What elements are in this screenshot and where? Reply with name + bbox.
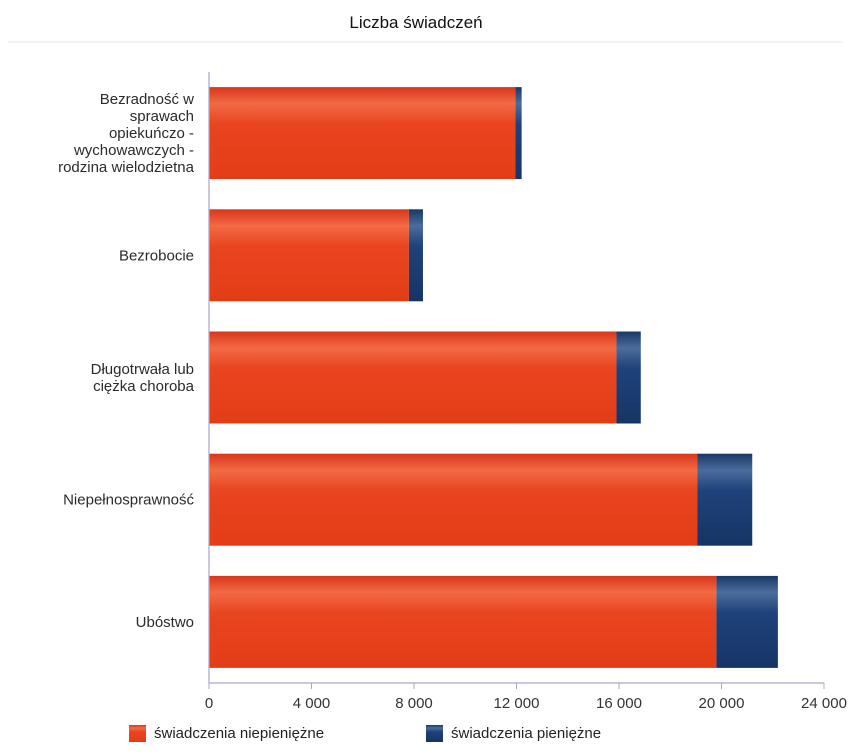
category-label-line: Niepełnosprawność (63, 492, 194, 509)
x-tick-label: 16 000 (596, 695, 642, 712)
x-tick-label: 0 (205, 695, 213, 712)
category-label-0: Bezradność w sprawach opiekuńczo -wychowaw… (58, 91, 195, 176)
category-label-line: rodzina wielodzietna (58, 159, 195, 176)
category-label-3: Niepełnosprawność (63, 492, 194, 509)
category-label-line: sprawach (130, 108, 194, 125)
bars-layer (209, 87, 778, 668)
legend: świadczenia niepieniężne świadczenia pien… (129, 725, 601, 742)
x-tick-label: 12 000 (494, 695, 540, 712)
legend-label-niepieniezne: świadczenia niepieniężne (154, 725, 324, 742)
category-label-2: Długotrwała lub ciężka choroba (91, 361, 195, 395)
category-label-1: Bezrobocie (119, 247, 194, 264)
category-label-line: opiekuńczo - (109, 125, 194, 142)
bar-niepieniezne-3 (209, 453, 698, 546)
category-labels: Bezradność w sprawach opiekuńczo -wychowaw… (58, 91, 195, 631)
x-tick-label: 4 000 (293, 695, 331, 712)
x-tick-label: 8 000 (395, 695, 433, 712)
legend-swatch-niepieniezne (129, 725, 146, 742)
category-label-line: wychowawczych - (73, 142, 194, 159)
category-label-line: Ubóstwo (136, 614, 194, 631)
bar-pieniezne-0 (515, 87, 522, 180)
bar-niepieniezne-2 (209, 331, 617, 424)
bar-pieniezne-2 (616, 331, 641, 424)
bar-pieniezne-3 (697, 453, 753, 546)
chart-title: Liczba świadczeń (349, 13, 482, 32)
legend-label-pieniezne: świadczenia pieniężne (451, 725, 601, 742)
category-label-line: ciężka choroba (93, 378, 195, 395)
bar-pieniezne-4 (716, 575, 778, 668)
category-label-line: Długotrwała lub (91, 361, 194, 378)
category-label-4: Ubóstwo (136, 614, 194, 631)
bar-niepieniezne-1 (209, 209, 409, 302)
x-tick-label: 24 000 (801, 695, 847, 712)
bar-pieniezne-1 (408, 209, 423, 302)
bar-niepieniezne-0 (209, 87, 516, 180)
legend-swatch-pieniezne (426, 725, 443, 742)
category-label-line: Bezrobocie (119, 247, 194, 264)
x-axis-ticks: 0 4 000 8 000 12 000 16 000 20 000 24 000 (205, 683, 847, 712)
x-tick-label: 20 000 (699, 695, 745, 712)
bar-niepieniezne-4 (209, 575, 717, 668)
category-label-line: Bezradność w (100, 91, 194, 108)
